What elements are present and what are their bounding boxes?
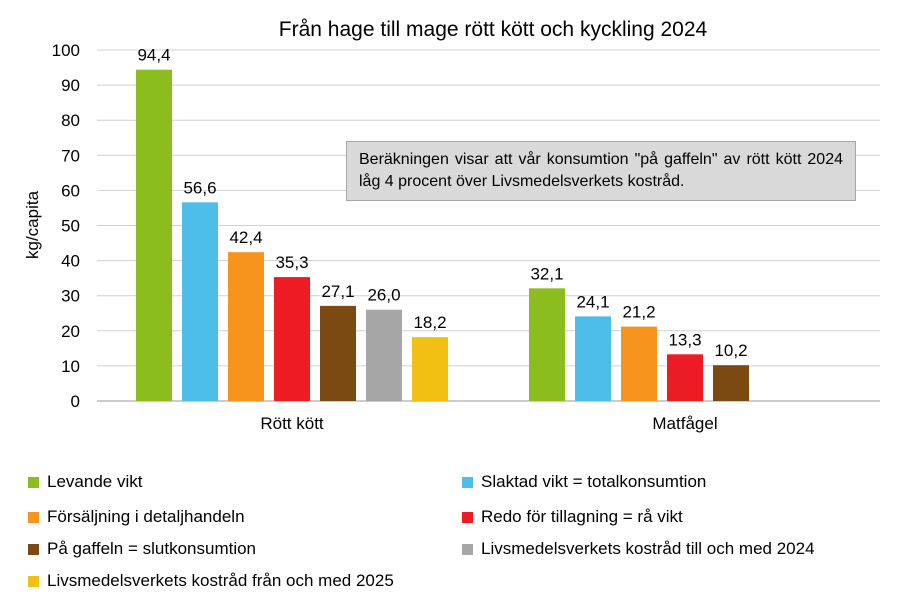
bar <box>412 337 448 401</box>
bar <box>575 316 611 401</box>
data-label: 13,3 <box>668 330 701 349</box>
gridlines <box>97 49 880 402</box>
bar <box>366 309 402 401</box>
legend-swatch <box>28 543 39 555</box>
legend-item: Redo för tillagning = rå vikt <box>462 507 683 527</box>
legend: Levande vikt Slaktad vikt = totalkonsumti… <box>0 468 900 608</box>
y-tick-label: 80 <box>61 111 80 130</box>
y-tick-label: 100 <box>52 41 80 60</box>
bar-chart: Från hage till mage rött kött och kyckli… <box>23 18 880 433</box>
bar <box>621 326 657 401</box>
data-label: 32,1 <box>530 264 563 283</box>
data-label: 35,3 <box>275 253 308 272</box>
legend-swatch <box>462 543 473 555</box>
y-tick-label: 70 <box>61 146 80 165</box>
legend-label: Livsmedelsverkets kostråd till och med 2… <box>481 539 815 558</box>
bar <box>182 202 218 401</box>
legend-item: Försäljning i detaljhandeln <box>28 507 245 527</box>
legend-label: Levande vikt <box>47 472 143 491</box>
bar <box>136 69 172 401</box>
bars <box>136 69 749 401</box>
legend-swatch <box>28 575 39 587</box>
legend-swatch <box>462 511 473 523</box>
y-tick-label: 60 <box>61 181 80 200</box>
legend-swatch <box>28 476 39 488</box>
legend-label: På gaffeln = slutkonsumtion <box>47 539 257 558</box>
bar <box>529 288 565 401</box>
data-label: 24,1 <box>576 292 609 311</box>
legend-swatch <box>28 511 39 523</box>
data-label: 56,6 <box>183 178 216 197</box>
y-axis-ticks: 0 10 20 30 40 50 60 70 80 90 100 <box>52 41 80 411</box>
legend-label: Redo för tillagning = rå vikt <box>481 507 683 526</box>
y-tick-label: 0 <box>71 392 80 411</box>
bar <box>713 365 749 401</box>
chart-title: Från hage till mage rött kött och kyckli… <box>279 18 708 41</box>
bar <box>274 277 310 401</box>
legend-item: Livsmedelsverkets kostråd från och med 2… <box>28 571 394 591</box>
category-label: Matfågel <box>652 414 717 433</box>
legend-item: På gaffeln = slutkonsumtion <box>28 539 256 559</box>
y-tick-label: 90 <box>61 76 80 95</box>
y-tick-label: 20 <box>61 322 80 341</box>
legend-label: Livsmedelsverkets kostråd från och med 2… <box>47 571 394 590</box>
data-label: 10,2 <box>714 341 747 360</box>
data-labels: 94,4 56,6 42,4 35,3 27,1 26,0 18,2 32,1 24,1 21,2… <box>137 46 747 361</box>
annotation-box: Beräkningen visar att vår konsumtion "på… <box>346 141 856 201</box>
y-tick-label: 30 <box>61 287 80 306</box>
category-label: Rött kött <box>260 414 324 433</box>
bar <box>667 354 703 401</box>
data-label: 21,2 <box>622 303 655 322</box>
legend-item: Levande vikt <box>28 472 142 492</box>
y-tick-label: 10 <box>61 357 80 376</box>
data-label: 18,2 <box>413 313 446 332</box>
data-label: 26,0 <box>367 286 400 305</box>
data-label: 94,4 <box>137 46 170 65</box>
legend-label: Slaktad vikt = totalkonsumtion <box>481 472 707 491</box>
bar <box>320 305 356 401</box>
y-tick-label: 50 <box>61 217 80 236</box>
y-tick-label: 40 <box>61 252 80 271</box>
legend-item: Slaktad vikt = totalkonsumtion <box>462 472 706 492</box>
data-label: 42,4 <box>229 228 262 247</box>
legend-item: Livsmedelsverkets kostråd till och med 2… <box>462 539 815 559</box>
data-label: 27,1 <box>321 282 354 301</box>
category-labels: Rött kött Matfågel <box>260 414 717 433</box>
y-axis-label: kg/capita <box>23 190 42 259</box>
legend-label: Försäljning i detaljhandeln <box>47 507 245 526</box>
bar <box>228 252 264 401</box>
legend-swatch <box>462 476 473 488</box>
